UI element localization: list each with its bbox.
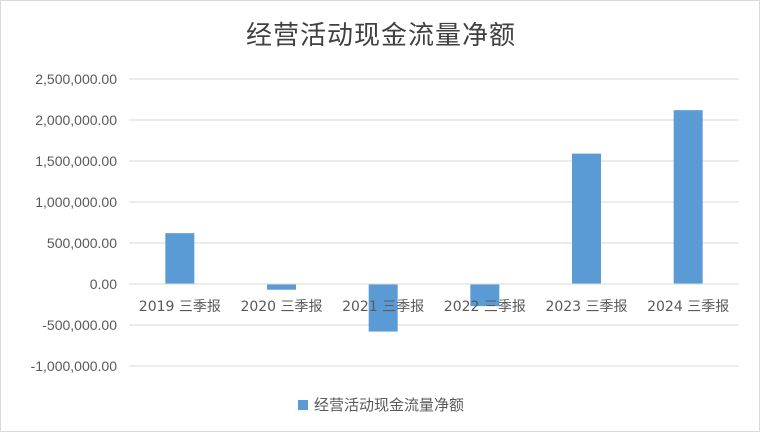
legend: 经营活动现金流量净额 [1, 394, 761, 415]
y-axis-tick-labels: 2,500,000.00 2,000,000.00 1,500,000.00 1,00… [31, 71, 118, 374]
x-axis-category-labels: 2019 三季报 2020 三季报 2021 三季报 2022 三季报 2023 三季报… [139, 299, 729, 315]
y-tick-label: 500,000.00 [47, 235, 117, 251]
bar [470, 284, 500, 307]
y-tick-label: -1,000,000.00 [31, 358, 118, 374]
bar [165, 233, 195, 284]
chart-title: 经营活动现金流量净额 [245, 21, 516, 51]
grid-lines [129, 78, 739, 367]
y-tick-label: 1,500,000.00 [35, 153, 117, 169]
x-category-label: 2022 三季报 [444, 299, 526, 315]
legend-swatch [297, 399, 308, 410]
x-category-label: 2024 三季报 [647, 299, 729, 315]
x-category-label: 2023 三季报 [545, 299, 627, 315]
x-category-label: 2019 三季报 [139, 299, 221, 315]
x-category-label: 2021 三季报 [342, 299, 424, 315]
bar [673, 110, 703, 284]
bar [572, 153, 601, 284]
bar [368, 284, 398, 332]
legend-label: 经营活动现金流量净额 [313, 396, 464, 414]
bar [267, 284, 296, 290]
y-tick-label: 1,000,000.00 [35, 194, 117, 210]
x-category-label: 2020 三季报 [240, 299, 322, 315]
y-tick-label: 0.00 [90, 276, 117, 292]
y-tick-label: -500,000.00 [42, 317, 117, 333]
y-tick-label: 2,000,000.00 [35, 112, 117, 128]
y-tick-label: 2,500,000.00 [35, 71, 117, 87]
bars [165, 110, 703, 332]
